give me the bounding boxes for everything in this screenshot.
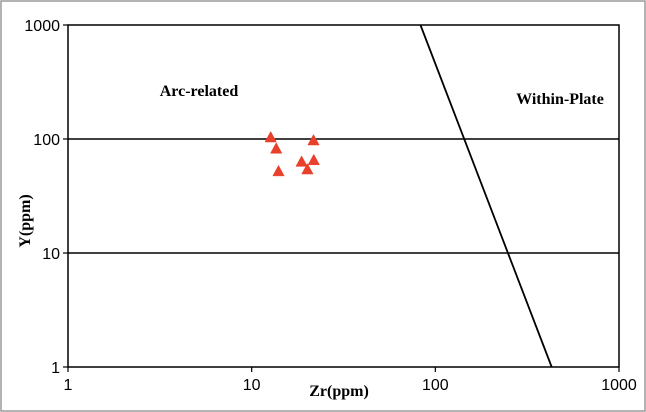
x-tick-label-0: 1 — [64, 377, 73, 394]
data-points — [264, 130, 320, 177]
y-tick-label-2: 100 — [33, 132, 60, 149]
region-label-within-plate: Within-Plate — [516, 91, 604, 108]
data-point-4 — [301, 162, 314, 175]
x-tick-label-2: 100 — [422, 377, 449, 394]
data-point-1 — [270, 142, 283, 154]
boundary-line-group — [419, 24, 553, 368]
plot-area — [67, 24, 620, 368]
y-axis-title: Y(ppm) — [17, 194, 34, 247]
data-point-0 — [264, 130, 277, 143]
y-tick-label-3: 1000 — [24, 18, 60, 35]
boundary-line — [419, 24, 553, 368]
gridlines — [68, 138, 619, 254]
region-label-arc-related: Arc-related — [160, 83, 239, 100]
tick-labels: 1 10 100 1000 1 10 100 1000 — [24, 18, 636, 394]
data-point-5 — [307, 133, 320, 146]
x-tick-label-3: 1000 — [601, 377, 637, 394]
data-point-3 — [295, 155, 308, 167]
x-axis-title: Zr(ppm) — [309, 383, 369, 400]
y-tick-label-0: 1 — [51, 360, 60, 377]
x-tick-label-1: 10 — [243, 377, 261, 394]
y-tick-label-1: 10 — [42, 246, 60, 263]
data-point-6 — [307, 153, 320, 166]
data-point-2 — [272, 164, 285, 177]
